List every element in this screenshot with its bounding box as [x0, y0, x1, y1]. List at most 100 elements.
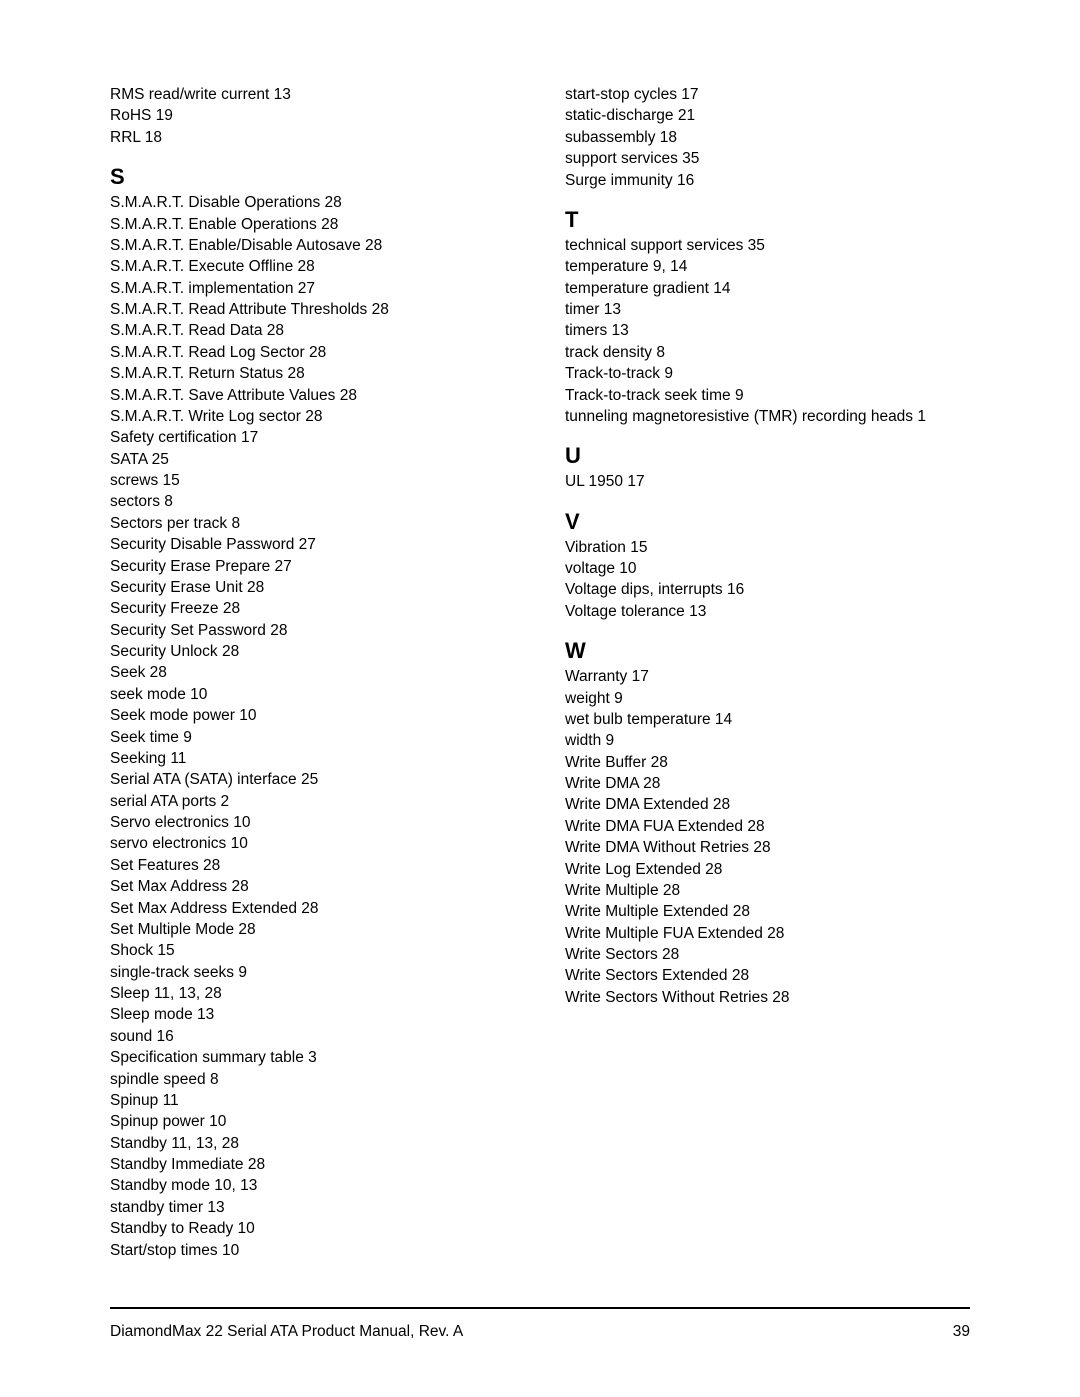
index-pages: 8 [160, 493, 173, 510]
index-entry: Seek time 9 [110, 727, 515, 748]
index-entry: Sleep 11, 13, 28 [110, 983, 515, 1004]
index-entry: S.M.A.R.T. Enable Operations 28 [110, 214, 515, 235]
index-letter: W [565, 638, 970, 664]
index-pages: 28 [335, 387, 357, 404]
index-term: Surge immunity [565, 172, 673, 189]
index-term: Write Multiple Extended [565, 903, 728, 920]
index-term: single-track seeks [110, 964, 234, 981]
index-pages: 28 [234, 921, 256, 938]
index-entry: Security Disable Password 27 [110, 534, 515, 555]
index-entry: subassembly 18 [565, 127, 970, 148]
index-term: Specification summary table [110, 1049, 304, 1066]
index-entry: serial ATA ports 2 [110, 791, 515, 812]
index-term: S.M.A.R.T. Read Log Sector [110, 344, 305, 361]
index-entry: Track-to-track 9 [565, 363, 970, 384]
index-pages: 13 [269, 86, 291, 103]
index-entry: SATA 25 [110, 449, 515, 470]
index-entry: Specification summary table 3 [110, 1047, 515, 1068]
index-pages: 28 [658, 946, 680, 963]
index-pages: 9 [234, 964, 247, 981]
index-pages: 16 [673, 172, 695, 189]
index-term: static-discharge [565, 107, 674, 124]
index-term: spindle speed [110, 1071, 206, 1088]
index-term: timers [565, 322, 607, 339]
index-pages: 28 [218, 643, 240, 660]
index-term: sound [110, 1028, 152, 1045]
index-entry: Spinup power 10 [110, 1111, 515, 1132]
index-pages: 1 [913, 408, 926, 425]
index-term: serial ATA ports [110, 793, 216, 810]
index-term: servo electronics [110, 835, 226, 852]
index-term: Track-to-track [565, 365, 660, 382]
index-pages: 27 [270, 558, 292, 575]
index-pages: 3 [304, 1049, 317, 1066]
index-term: subassembly [565, 129, 655, 146]
index-entry: Spinup 11 [110, 1090, 515, 1111]
index-term: Set Multiple Mode [110, 921, 234, 938]
index-entry: Write Multiple 28 [565, 880, 970, 901]
index-term: RoHS [110, 107, 151, 124]
index-term: Write DMA Without Retries [565, 839, 749, 856]
index-term: Set Max Address [110, 878, 227, 895]
index-entry: spindle speed 8 [110, 1069, 515, 1090]
index-term: Voltage dips, interrupts [565, 581, 723, 598]
index-term: Write Buffer [565, 754, 646, 771]
index-pages: 35 [678, 150, 700, 167]
index-term: Set Max Address Extended [110, 900, 297, 917]
index-pages: 16 [723, 581, 745, 598]
index-term: S.M.A.R.T. Enable/Disable Autosave [110, 237, 361, 254]
index-pages: 28 [367, 301, 389, 318]
index-pages: 16 [152, 1028, 174, 1045]
index-term: Security Set Password [110, 622, 266, 639]
index-term: Standby mode [110, 1177, 210, 1194]
index-pages: 28 [244, 1156, 266, 1173]
index-term: Start/stop times [110, 1242, 218, 1259]
index-pages: 28 [763, 925, 785, 942]
index-entry: RRL 18 [110, 127, 515, 148]
index-term: track density [565, 344, 652, 361]
index-term: Write DMA FUA Extended [565, 818, 743, 835]
index-term: Security Disable Password [110, 536, 294, 553]
index-entry: width 9 [565, 730, 970, 751]
index-entry: screws 15 [110, 470, 515, 491]
index-entry: S.M.A.R.T. Read Attribute Thresholds 28 [110, 299, 515, 320]
index-term: Sectors per track [110, 515, 227, 532]
index-pages: 10 [205, 1113, 227, 1130]
index-pages: 28 [301, 408, 323, 425]
page-number: 39 [953, 1323, 970, 1341]
index-term: Write Multiple [565, 882, 659, 899]
index-pages: 10 [235, 707, 257, 724]
index-pages: 28 [659, 882, 681, 899]
index-term: weight [565, 690, 610, 707]
index-term: S.M.A.R.T. Enable Operations [110, 216, 317, 233]
index-entry: voltage 10 [565, 558, 970, 579]
index-entry: track density 8 [565, 342, 970, 363]
index-pages: 9, 14 [649, 258, 688, 275]
index-entry: Start/stop times 10 [110, 1240, 515, 1261]
index-pages: 10 [218, 1242, 240, 1259]
index-term: S.M.A.R.T. Save Attribute Values [110, 387, 335, 404]
index-entry: S.M.A.R.T. Enable/Disable Autosave 28 [110, 235, 515, 256]
index-entry: S.M.A.R.T. Read Data 28 [110, 320, 515, 341]
index-term: Sleep mode [110, 1006, 193, 1023]
index-term: Write Log Extended [565, 861, 701, 878]
index-term: start-stop cycles [565, 86, 677, 103]
index-pages: 2 [216, 793, 229, 810]
index-pages: 28 [361, 237, 383, 254]
index-pages: 35 [743, 237, 765, 254]
index-entry: Write Sectors Extended 28 [565, 965, 970, 986]
index-entry: Servo electronics 10 [110, 812, 515, 833]
index-term: Vibration [565, 539, 626, 556]
index-term: Standby to Ready [110, 1220, 233, 1237]
index-pages: 9 [660, 365, 673, 382]
index-term: S.M.A.R.T. Execute Offline [110, 258, 293, 275]
index-entry: Standby Immediate 28 [110, 1154, 515, 1175]
index-entry: Write Buffer 28 [565, 752, 970, 773]
index-term: Serial ATA (SATA) interface [110, 771, 297, 788]
index-term: Servo electronics [110, 814, 229, 831]
index-term: Seek mode power [110, 707, 235, 724]
index-pages: 28 [646, 754, 668, 771]
index-entry: Set Max Address Extended 28 [110, 898, 515, 919]
index-pages: 28 [709, 796, 731, 813]
index-term: Security Freeze [110, 600, 219, 617]
